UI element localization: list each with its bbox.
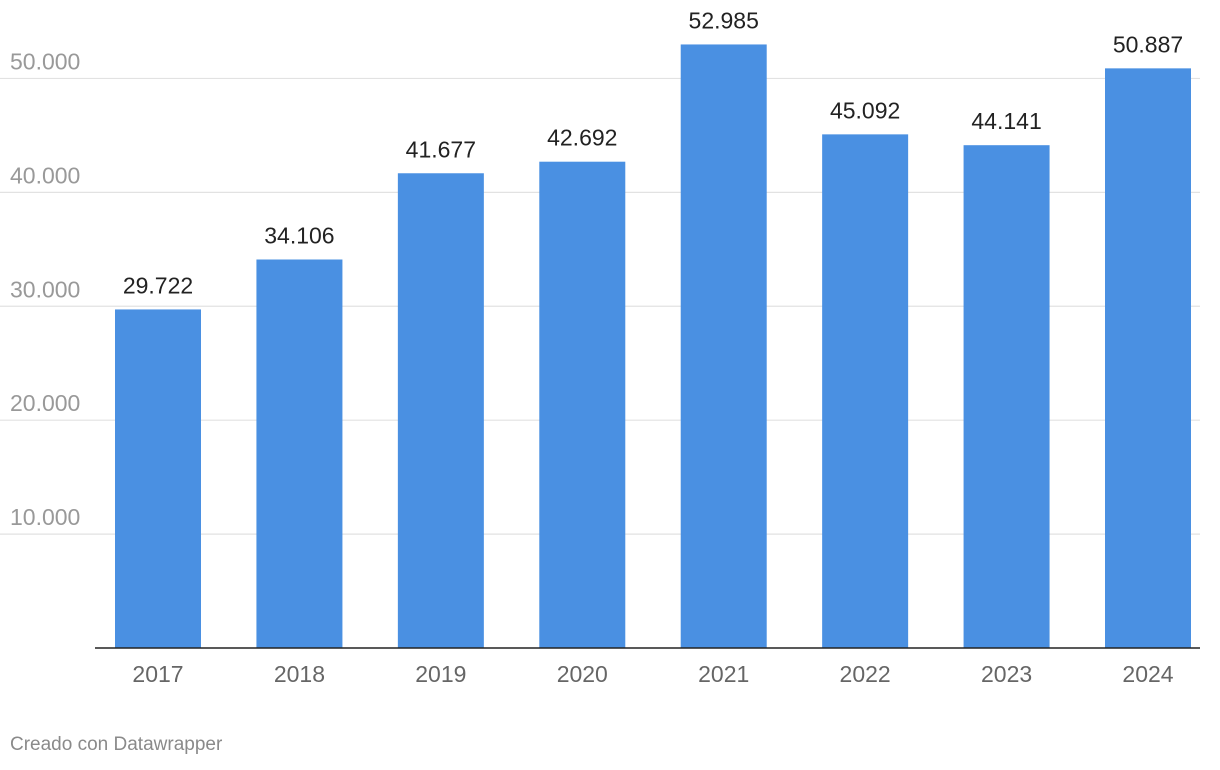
data-label-2017: 29.722: [123, 272, 193, 298]
y-tick-label: 30.000: [10, 276, 80, 302]
data-label-2023: 44.141: [971, 108, 1041, 134]
x-tick-label-2022: 2022: [840, 661, 891, 687]
bar-2019: [397, 173, 484, 648]
x-tick-label-2024: 2024: [1122, 661, 1173, 687]
x-tick-label-2017: 2017: [132, 661, 183, 687]
data-label-2022: 45.092: [830, 97, 900, 123]
bar-2021: [680, 44, 767, 648]
bar-2017: [115, 309, 201, 648]
bar-2024: [1105, 68, 1191, 648]
data-labels: 29.722 34.106 41.677 42.692 52.985 45.092 44.1…: [123, 7, 1183, 298]
credit-text: Creado con Datawrapper: [10, 734, 223, 755]
bar-2022: [822, 134, 909, 648]
data-label-2020: 42.692: [547, 125, 617, 151]
data-label-2024: 50.887: [1113, 31, 1183, 57]
data-label-2019: 41.677: [406, 136, 476, 162]
x-axis-labels: 2017 2018 2019 2020 2021 2022 2023 2024: [132, 661, 1173, 687]
data-label-2018: 34.106: [264, 223, 334, 249]
x-tick-label-2020: 2020: [557, 661, 608, 687]
y-axis-labels: 10.000 20.000 30.000 40.000 50.000: [10, 48, 80, 530]
x-tick-label-2023: 2023: [981, 661, 1032, 687]
x-tick-label-2021: 2021: [698, 661, 749, 687]
bar-2020: [539, 161, 626, 648]
x-tick-label-2019: 2019: [415, 661, 466, 687]
bars: [115, 44, 1191, 648]
data-label-2021: 52.985: [689, 7, 759, 33]
y-tick-label: 10.000: [10, 504, 80, 530]
y-tick-label: 20.000: [10, 390, 80, 416]
y-tick-label: 40.000: [10, 162, 80, 188]
bar-2018: [256, 259, 343, 648]
x-tick-label-2018: 2018: [274, 661, 325, 687]
bar-2023: [963, 145, 1050, 648]
y-tick-label: 50.000: [10, 48, 80, 74]
